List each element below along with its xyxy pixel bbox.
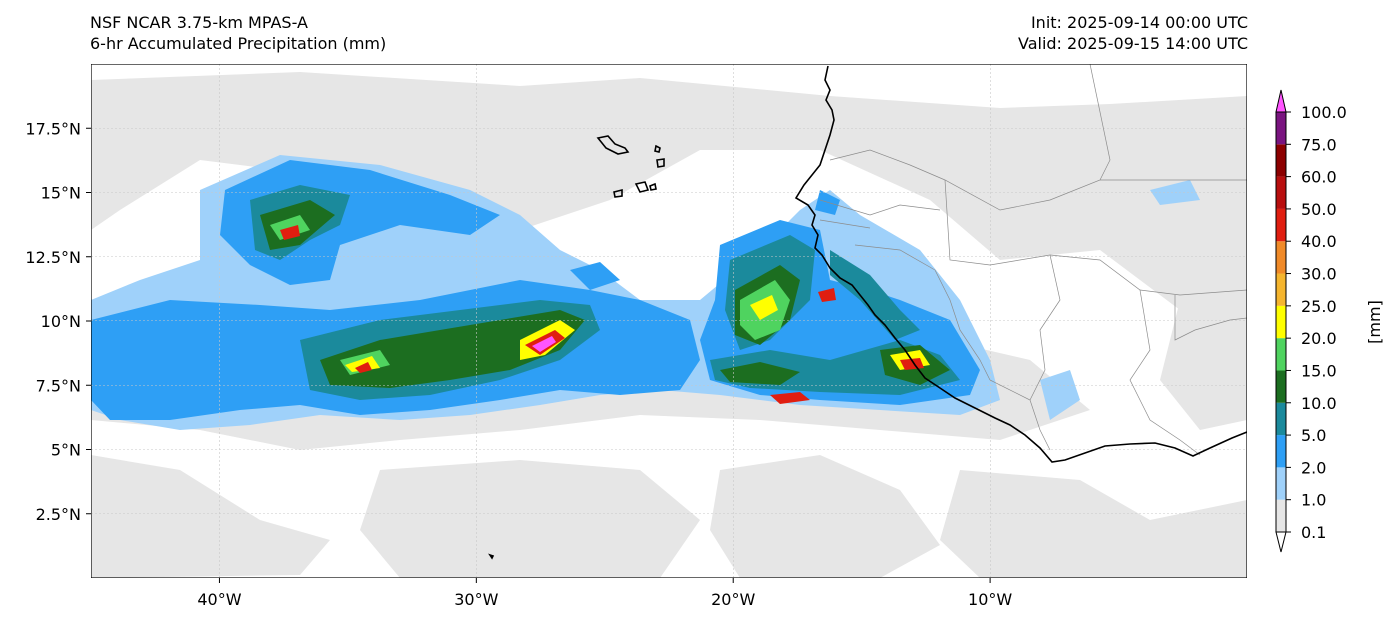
colorbar-band [1276, 305, 1286, 339]
colorbar-tick-label: 25.0 [1301, 297, 1337, 316]
colorbar-band [1276, 176, 1286, 209]
colorbar-frame [1275, 111, 1287, 533]
colorbar-tick-label: 15.0 [1301, 361, 1337, 380]
colorbar-band [1276, 241, 1286, 274]
lat-tick-label: 7.5°N [36, 376, 81, 395]
lat-tick-label: 10°N [41, 312, 81, 331]
map-area [91, 64, 1247, 578]
model-title: NSF NCAR 3.75-km MPAS-A [90, 13, 308, 32]
colorbar-tick-label: 20.0 [1301, 329, 1337, 348]
lat-tick-label: 2.5°N [36, 505, 81, 524]
colorbar-band [1276, 273, 1286, 306]
colorbar-band [1276, 435, 1286, 468]
colorbar-tick-label: 30.0 [1301, 265, 1337, 284]
lat-tick-label: 17.5°N [25, 119, 81, 138]
lon-tick-label: 10°W [968, 590, 1012, 609]
field-title: 6-hr Accumulated Precipitation (mm) [90, 34, 387, 53]
lat-axis: 2.5°N 5°N 7.5°N 10°N 12.5°N 15°N 17.5°N [25, 119, 91, 524]
coastlines [488, 65, 1247, 560]
colorbar-extend-max [1275, 89, 1287, 113]
lat-tick-label: 5°N [51, 441, 81, 460]
colorbar-band [1276, 467, 1286, 500]
lon-tick-label: 20°W [711, 590, 755, 609]
colorbar-tick-label: 1.0 [1301, 491, 1326, 510]
colorbar-tick-label: 10.0 [1301, 394, 1337, 413]
colorbar-band [1276, 112, 1286, 145]
colorbar-band [1276, 144, 1286, 177]
lat-tick-label: 12.5°N [25, 248, 81, 267]
colorbar-tick-label: 100.0 [1301, 103, 1347, 122]
lon-tick-label: 30°W [454, 590, 498, 609]
colorbar-tick-label: 40.0 [1301, 232, 1337, 251]
colorbar-band [1276, 208, 1286, 242]
colorbar-tick-label: 2.0 [1301, 458, 1326, 477]
lon-axis: 40°W 30°W 20°W 10°W [197, 578, 1012, 609]
precip-magenta-cores [532, 336, 556, 352]
lat-tick-label: 15°N [41, 184, 81, 203]
init-time: Init: 2025-09-14 00:00 UTC [1030, 13, 1248, 32]
colorbar-band [1276, 499, 1286, 532]
colorbar-unit-label: [mm] [1365, 300, 1384, 344]
colorbar-band [1276, 370, 1286, 403]
lon-tick-label: 40°W [197, 590, 241, 609]
gridlines [91, 64, 1247, 578]
colorbar-tick-label: 50.0 [1301, 200, 1337, 219]
colorbar-band [1276, 402, 1286, 436]
colorbar-band [1276, 338, 1286, 371]
colorbar-tick-label: 5.0 [1301, 426, 1326, 445]
colorbar-tick-label: 0.1 [1301, 523, 1326, 542]
country-borders [819, 64, 1247, 456]
valid-time: Valid: 2025-09-15 14:00 UTC [1017, 34, 1248, 53]
colorbar-extend-min [1275, 531, 1287, 553]
colorbar: 0.1 1.0 2.0 5.0 10.0 15.0 20.0 25.0 30.0 40.0 50.0… [1275, 89, 1347, 553]
colorbar-tick-label: 75.0 [1301, 135, 1337, 154]
colorbar-tick-label: 60.0 [1301, 168, 1337, 187]
